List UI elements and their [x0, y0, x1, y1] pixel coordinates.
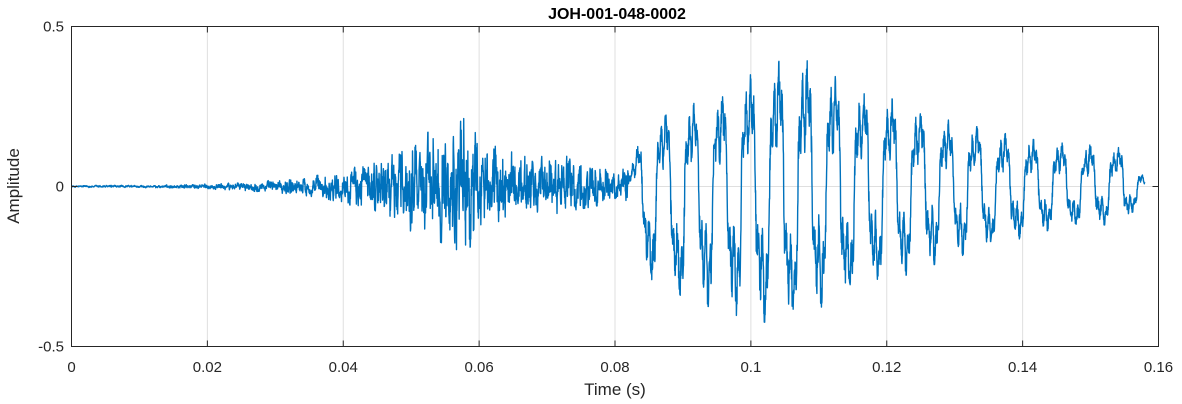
y-axis-label: Amplitude — [4, 148, 23, 224]
y-tick-labels: -0.5 0 0.5 — [38, 19, 64, 356]
x-tick-label: 0.1 — [740, 359, 761, 376]
y-tick-label: -0.5 — [38, 339, 64, 356]
y-tick-label: 0 — [56, 179, 64, 196]
x-tick-label: 0.14 — [1008, 359, 1037, 376]
waveform-series-line — [70, 60, 1146, 323]
x-tick-label: 0.06 — [465, 359, 494, 376]
series-layer — [70, 60, 1146, 323]
x-tick-label: 0.04 — [329, 359, 358, 376]
y-tick-label: 0.5 — [43, 19, 64, 36]
x-tick-label: 0.16 — [1144, 359, 1173, 376]
x-tick-label: 0.12 — [872, 359, 901, 376]
x-tick-label: 0.02 — [193, 359, 222, 376]
x-tick-label: 0.08 — [600, 359, 629, 376]
x-axis-label: Time (s) — [584, 380, 646, 399]
x-tick-labels: 0 0.02 0.04 0.06 0.08 0.1 0.12 0.14 0.16 — [67, 359, 1173, 376]
chart-title: JOH-001-048-0002 — [548, 6, 686, 23]
x-tick-label: 0 — [67, 359, 75, 376]
tick-marks — [71, 26, 1159, 347]
